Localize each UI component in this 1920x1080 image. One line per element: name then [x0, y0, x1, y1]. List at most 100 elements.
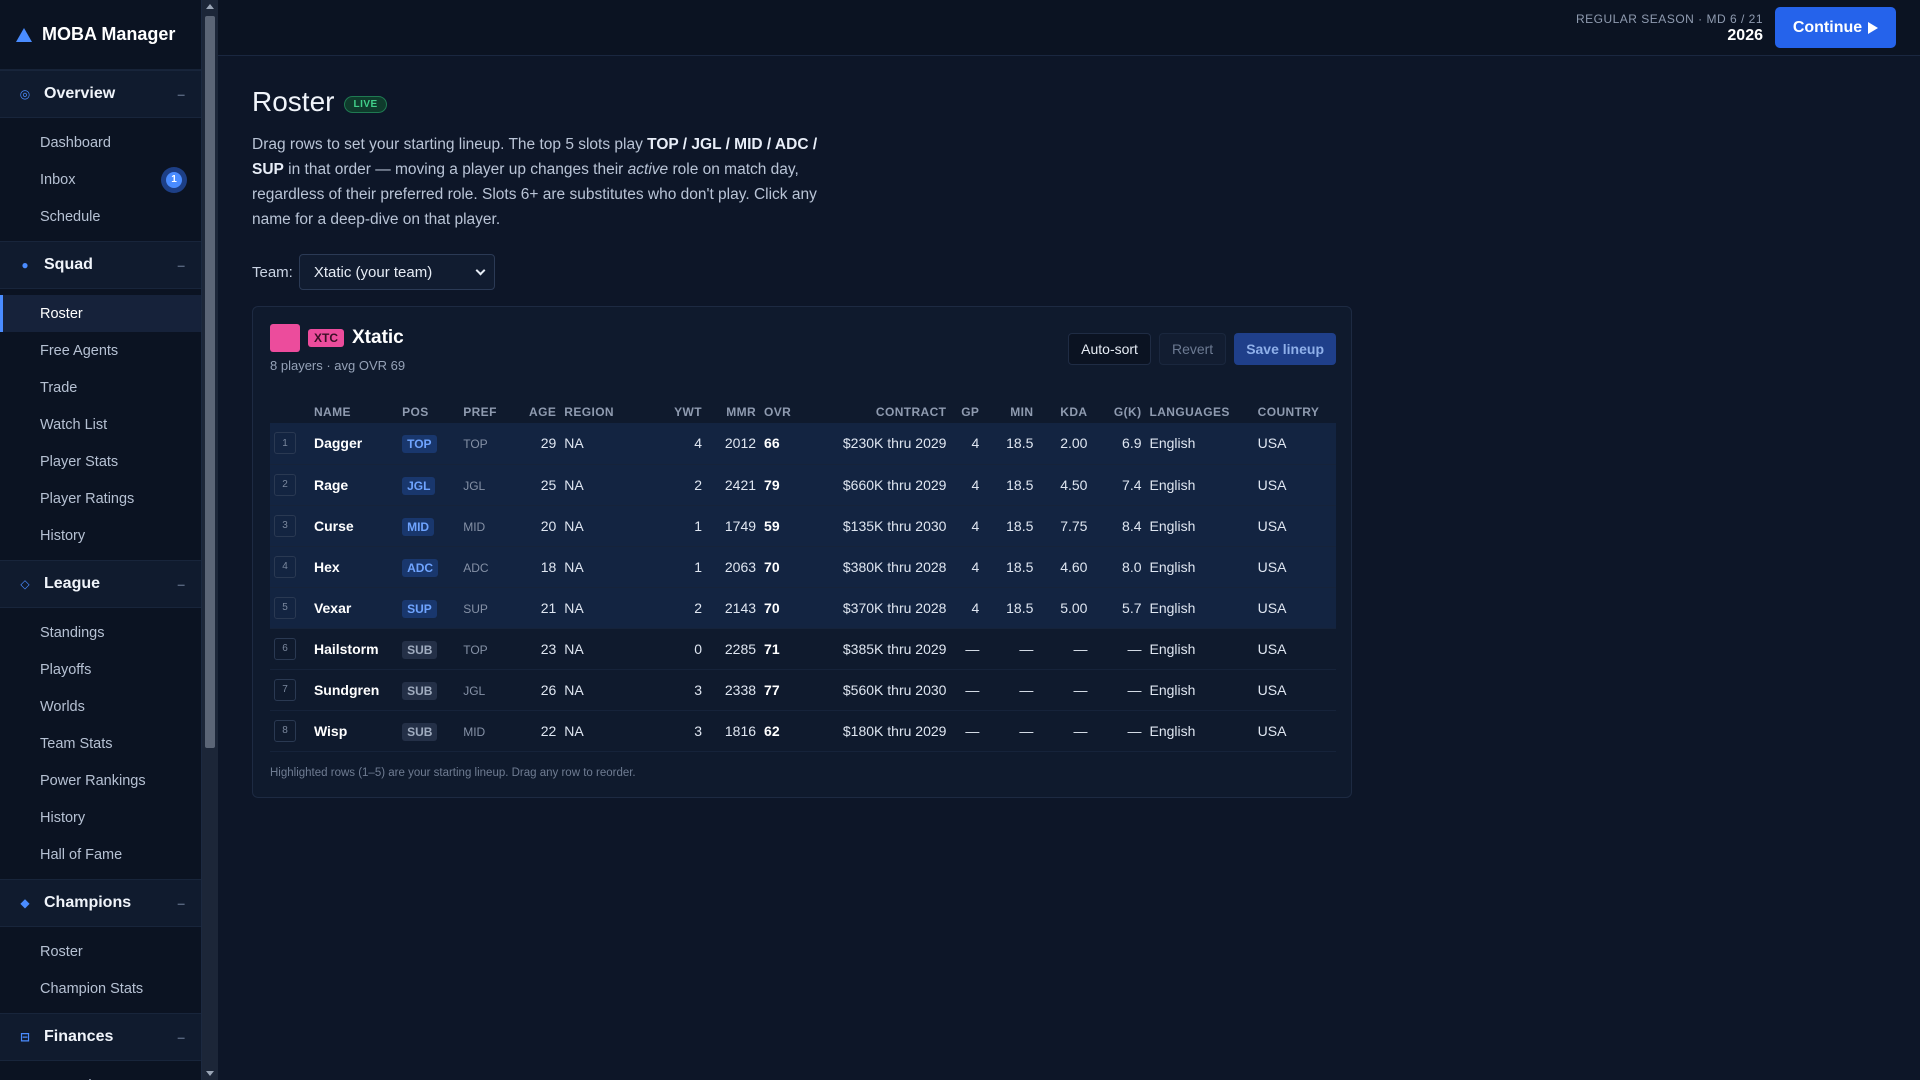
sidebar-item-team-finances[interactable]: Team Finances — [0, 1067, 201, 1080]
name-cell[interactable]: Rage — [309, 464, 399, 506]
sidebar-item-watch-list[interactable]: Watch List — [0, 406, 201, 443]
name-cell[interactable]: Vexar — [309, 587, 399, 629]
col-header-languages[interactable]: LANGUAGES — [1149, 405, 1230, 419]
scrollbar-thumb[interactable] — [205, 16, 215, 748]
sidebar-scrollbar[interactable] — [202, 0, 218, 1080]
revert-button[interactable]: Revert — [1158, 333, 1227, 365]
drag-handle[interactable]: 8 — [274, 719, 296, 742]
collapse-icon[interactable]: – — [177, 1029, 185, 1045]
sidebar-item-dashboard[interactable]: Dashboard — [0, 124, 201, 161]
player-name-link[interactable]: Wisp — [313, 722, 348, 739]
col-header-region[interactable]: REGION — [564, 405, 615, 419]
col-header-ovr[interactable]: OVR — [764, 405, 792, 419]
table-row[interactable]: 7 Sundgren SUB JGL 26 NA 3 2338 77 $560K thru 203… — [270, 669, 1336, 711]
table-row[interactable]: 2 Rage JGL JGL 25 NA 2 2421 79 $660K thru 2029 4 18… — [270, 464, 1336, 506]
sidebar-item-label: Standings — [40, 624, 105, 641]
col-header-ywt[interactable]: YWT — [674, 405, 702, 419]
rank-cell: 2 — [270, 464, 310, 506]
drag-handle[interactable]: 1 — [274, 432, 296, 455]
name-cell[interactable]: Hailstorm — [309, 628, 399, 670]
drag-handle[interactable]: 5 — [274, 596, 296, 619]
player-name-link[interactable]: Curse — [313, 517, 354, 534]
drag-handle[interactable]: 7 — [274, 678, 296, 701]
collapse-icon[interactable]: – — [177, 576, 185, 592]
lang-value: English — [1149, 681, 1196, 698]
save-lineup-button[interactable]: Save lineup — [1234, 333, 1336, 365]
col-header-contract[interactable]: CONTRACT — [875, 405, 947, 419]
sidebar-item-schedule[interactable]: Schedule — [0, 198, 201, 235]
sidebar-item-roster[interactable]: Roster — [0, 295, 201, 332]
sidebar-item-roster[interactable]: Roster — [0, 933, 201, 970]
section-squad[interactable]: ● Squad – — [0, 241, 201, 289]
col-header-g-k[interactable]: G(K) — [1113, 405, 1142, 419]
player-name-link[interactable]: Sundgren — [313, 681, 380, 698]
col-header-gp[interactable]: GP — [961, 405, 980, 419]
ywt-value: 3 — [694, 681, 702, 698]
section-champions[interactable]: ◆ Champions – — [0, 879, 201, 927]
sidebar-item-worlds[interactable]: Worlds — [0, 688, 201, 725]
sidebar-item-free-agents[interactable]: Free Agents — [0, 332, 201, 369]
player-name-link[interactable]: Vexar — [313, 599, 352, 616]
table-row[interactable]: 8 Wisp SUB MID 22 NA 3 1816 62 $180K thru 2029 — — —… — [270, 710, 1336, 752]
sidebar-item-inbox[interactable]: Inbox 1 — [0, 161, 201, 198]
pref-cell: MID — [459, 505, 516, 547]
name-cell[interactable]: Wisp — [309, 710, 399, 752]
col-header-name[interactable]: NAME — [313, 405, 351, 419]
collapse-icon[interactable]: – — [177, 257, 185, 273]
drag-handle[interactable]: 2 — [274, 473, 296, 496]
table-row[interactable]: 3 Curse MID MID 20 NA 1 1749 59 $135K thru 2030 4 1… — [270, 505, 1336, 547]
table-row[interactable]: 5 Vexar SUP SUP 21 NA 2 2143 70 $370K thru 2028 4 1… — [270, 587, 1336, 629]
player-name-link[interactable]: Hailstorm — [313, 640, 379, 657]
sidebar-item-power-rankings[interactable]: Power Rankings — [0, 762, 201, 799]
country-value: USA — [1257, 599, 1287, 616]
drag-handle[interactable]: 4 — [274, 555, 296, 578]
sidebar-item-player-stats[interactable]: Player Stats — [0, 443, 201, 480]
sidebar-item-playoffs[interactable]: Playoffs — [0, 651, 201, 688]
app-brand[interactable]: MOBA Manager — [0, 0, 201, 70]
auto-sort-button[interactable]: Auto-sort — [1068, 333, 1151, 365]
sidebar-item-hall-of-fame[interactable]: Hall of Fame — [0, 836, 201, 873]
sidebar-item-history[interactable]: History — [0, 517, 201, 554]
sidebar-item-standings[interactable]: Standings — [0, 614, 201, 651]
mmr-value: 2063 — [724, 558, 757, 575]
sidebar-item-champion-stats[interactable]: Champion Stats — [0, 970, 201, 1007]
col-header-mmr[interactable]: MMR — [726, 405, 757, 419]
name-cell[interactable]: Curse — [309, 505, 399, 547]
col-header-pref[interactable]: PREF — [463, 405, 497, 419]
lang-value: English — [1149, 476, 1196, 493]
name-cell[interactable]: Dagger — [309, 423, 399, 465]
table-row[interactable]: 4 Hex ADC ADC 18 NA 1 2063 70 $380K thru 2028 4 18.… — [270, 546, 1336, 588]
table-row[interactable]: 1 Dagger TOP TOP 29 NA 4 2012 66 $230K thru 2029 4… — [270, 423, 1336, 465]
col-header-age[interactable]: AGE — [529, 405, 557, 419]
name-cell[interactable]: Sundgren — [309, 669, 399, 711]
sidebar-item-label: History — [40, 527, 86, 544]
section-overview[interactable]: ◎ Overview – — [0, 70, 201, 118]
table-row[interactable]: 6 Hailstorm SUB TOP 23 NA 0 2285 71 $385K thru 20… — [270, 628, 1336, 670]
continue-button[interactable]: Continue — [1775, 7, 1896, 48]
scroll-up-arrow-icon[interactable] — [206, 4, 214, 9]
sidebar-item-history[interactable]: History — [0, 799, 201, 836]
col-header-pos[interactable]: POS — [402, 405, 429, 419]
drag-handle[interactable]: 6 — [274, 637, 296, 660]
section-league[interactable]: ◇ League – — [0, 560, 201, 608]
section-finances[interactable]: ⊟ Finances – — [0, 1013, 201, 1061]
card-actions: Auto-sort Revert Save lineup — [1068, 333, 1336, 365]
collapse-icon[interactable]: – — [177, 86, 185, 102]
sidebar-item-team-stats[interactable]: Team Stats — [0, 725, 201, 762]
drag-handle[interactable]: 3 — [274, 514, 296, 537]
name-cell[interactable]: Hex — [309, 546, 399, 588]
pref-cell: JGL — [459, 464, 516, 506]
sidebar-item-trade[interactable]: Trade — [0, 369, 201, 406]
sidebar-item-player-ratings[interactable]: Player Ratings — [0, 480, 201, 517]
team-select[interactable]: Xtatic (your team) — [298, 254, 495, 290]
player-name-link[interactable]: Rage — [313, 476, 349, 493]
scroll-down-arrow-icon[interactable] — [206, 1071, 214, 1076]
col-header-kda[interactable]: KDA — [1060, 405, 1088, 419]
col-header-country[interactable]: COUNTRY — [1257, 405, 1320, 419]
collapse-icon[interactable]: – — [177, 895, 185, 911]
sidebar-item-label: Playoffs — [40, 661, 92, 678]
gk-cell: — — [1091, 669, 1146, 711]
player-name-link[interactable]: Hex — [313, 558, 340, 575]
player-name-link[interactable]: Dagger — [313, 435, 363, 452]
col-header-min[interactable]: MIN — [1010, 405, 1034, 419]
